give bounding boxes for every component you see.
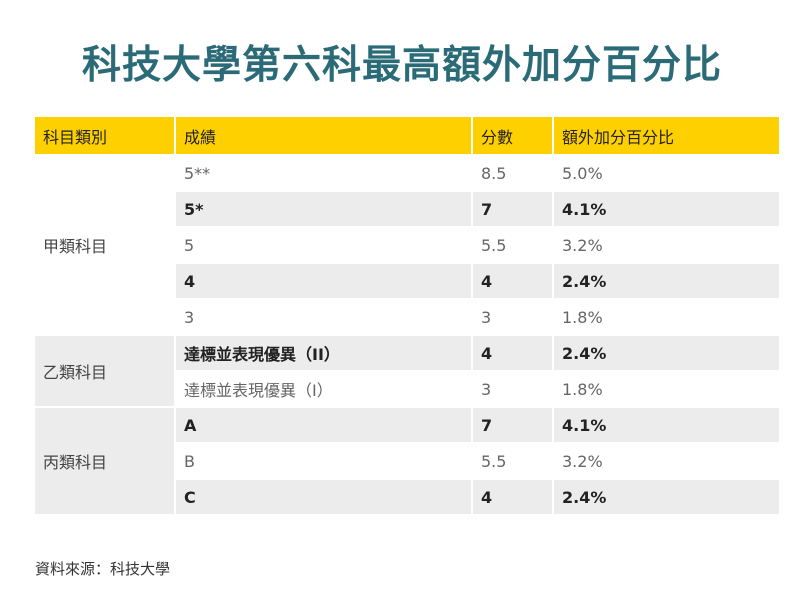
grade-cell: 達標並表現優異（II）: [175, 334, 473, 371]
table-header-row: 科目類別 成績 分數 額外加分百分比: [35, 117, 779, 155]
grade-cell: 5: [175, 226, 473, 263]
source-note: 資料來源：科技大學: [35, 560, 171, 578]
category-cell: 乙類科目: [35, 334, 176, 407]
grade-cell: 5**: [175, 154, 473, 191]
score-cell: 3: [472, 370, 554, 407]
header-score: 分數: [472, 117, 554, 155]
percent-cell: 4.1%: [553, 406, 779, 443]
percent-cell: 5.0%: [553, 154, 779, 191]
header-category: 科目類別: [35, 117, 176, 155]
bonus-table: 科目類別 成績 分數 額外加分百分比 甲類科目 5** 8.5 5.0% 5* …: [35, 117, 779, 514]
score-cell: 8.5: [472, 154, 554, 191]
percent-cell: 3.2%: [553, 442, 779, 479]
percent-cell: 2.4%: [553, 478, 779, 514]
score-cell: 5.5: [472, 442, 554, 479]
score-cell: 5.5: [472, 226, 554, 263]
table-row: B 5.5 3.2%: [35, 442, 779, 479]
percent-cell: 1.8%: [553, 298, 779, 335]
category-cell: 丙類科目: [35, 406, 176, 514]
score-cell: 4: [472, 334, 554, 371]
grade-cell: 3: [175, 298, 473, 335]
score-cell: 7: [472, 406, 554, 443]
table-row: 5 5.5 3.2%: [35, 226, 779, 263]
table-row: 4 4 2.4%: [35, 262, 779, 299]
grade-cell: 5*: [175, 190, 473, 227]
grade-cell: B: [175, 442, 473, 479]
percent-cell: 4.1%: [553, 190, 779, 227]
table-row: 乙類科目 達標並表現優異（II） 4 2.4%: [35, 334, 779, 407]
grade-cell: 達標並表現優異（I）: [175, 370, 473, 407]
percent-cell: 2.4%: [553, 262, 779, 299]
category-cell: 甲類科目: [35, 154, 176, 335]
grade-cell: C: [175, 478, 473, 514]
page-title: 科技大學第六科最高額外加分百分比: [81, 43, 722, 88]
score-cell: 4: [472, 478, 554, 514]
grade-cell: 4: [175, 262, 473, 299]
table-row: C 4 2.4%: [35, 478, 779, 514]
percent-cell: 1.8%: [553, 370, 779, 407]
percent-cell: 2.4%: [553, 334, 779, 371]
percent-cell: 3.2%: [553, 226, 779, 263]
score-cell: 4: [472, 262, 554, 299]
header-grade: 成績: [175, 117, 473, 155]
table-row: 丙類科目 A 7 4.1%: [35, 406, 779, 514]
score-cell: 3: [472, 298, 554, 335]
table-row: 5* 7 4.1%: [35, 190, 779, 227]
score-cell: 7: [472, 190, 554, 227]
grade-cell: A: [175, 406, 473, 443]
table-row: 達標並表現優異（I） 3 1.8%: [35, 370, 779, 407]
header-percent: 額外加分百分比: [553, 117, 779, 155]
table-row: 3 3 1.8%: [35, 298, 779, 335]
table-row: 甲類科目 5** 8.5 5.0%: [35, 154, 779, 335]
